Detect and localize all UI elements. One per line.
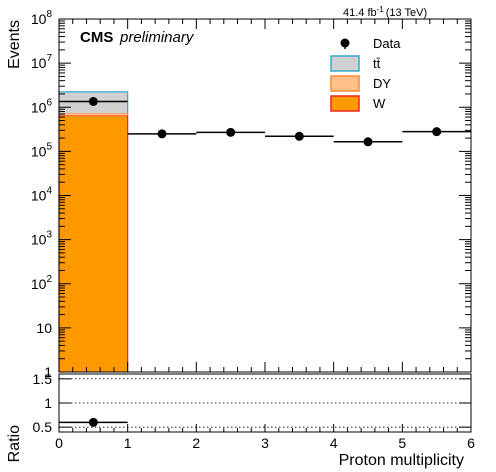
stack-bar-w: [59, 115, 128, 373]
legend-label-ttbar: tt̄: [373, 56, 381, 71]
cms-label: CMS: [80, 29, 113, 46]
y-tick-label: 108: [31, 9, 53, 27]
ratio-plot-panel: 0.5 1 1.5 Ratio 0 1 2 3 4 5 6 Proton multiplicit…: [6, 371, 475, 469]
x-axis-title: Proton multiplicity: [339, 452, 464, 469]
legend-label-w: W: [373, 96, 386, 111]
x-tick-label: 2: [192, 435, 200, 451]
legend-entry-w: W: [330, 95, 386, 112]
legend-entry-data: Data: [340, 36, 401, 51]
main-axes: 1 10 102 103 104 105 106 107 108: [31, 9, 471, 380]
data-point: [294, 131, 304, 141]
data-points: [59, 96, 471, 147]
data-point: [432, 127, 442, 137]
legend-swatch-w: [330, 95, 360, 112]
ratio-y-tick-label: 1: [44, 395, 52, 411]
legend-data-marker: [340, 38, 350, 48]
legend-swatch-ttbar: [330, 55, 360, 72]
x-tick-label: 0: [55, 435, 63, 451]
y-tick-label: 10: [36, 320, 52, 336]
x-tick-label: 3: [261, 435, 269, 451]
ratio-axes: 0.5 1 1.5: [33, 371, 471, 435]
x-tick-label: 1: [124, 435, 132, 451]
y-tick-label: 102: [31, 274, 53, 292]
legend-label-data: Data: [373, 36, 401, 51]
ratio-y-tick-label: 0.5: [33, 419, 53, 435]
y-tick-label: 103: [31, 230, 53, 248]
legend-label-dy: DY: [373, 76, 391, 91]
ratio-y-tick-label: 1.5: [33, 371, 53, 387]
legend-entry-ttbar: tt̄: [330, 55, 381, 72]
x-tick-label: 4: [330, 435, 338, 451]
ratio-point: [88, 417, 98, 427]
luminosity-label: 41.4 fb-1 (13 TeV): [343, 5, 427, 19]
y-axis-title: Events: [6, 20, 23, 69]
y-tick-label: 107: [31, 53, 53, 71]
x-tick-label: 5: [398, 435, 406, 451]
y-tick-label: 106: [31, 97, 53, 115]
x-tick-labels: 0 1 2 3 4 5 6: [55, 435, 475, 451]
preliminary-label: preliminary: [119, 29, 195, 46]
x-tick-label: 6: [467, 435, 475, 451]
ratio-y-axis-title: Ratio: [6, 425, 23, 462]
data-point: [226, 127, 236, 137]
data-point: [88, 96, 98, 106]
legend-entry-dy: DY: [330, 75, 391, 92]
data-point: [157, 129, 167, 139]
y-tick-label: 1: [44, 364, 52, 380]
main-plot-panel: 1 10 102 103 104 105 106 107 108 CMS preliminary…: [6, 9, 472, 380]
y-tick-label: 104: [31, 186, 53, 204]
y-tick-label: 105: [31, 141, 53, 159]
ratio-points: [59, 417, 128, 427]
stack-bar-dy: [59, 113, 128, 116]
legend: Data tt̄ DY W: [330, 36, 401, 112]
mc-stack: [58, 91, 129, 373]
data-point: [363, 137, 373, 147]
legend-swatch-dy: [330, 75, 360, 92]
